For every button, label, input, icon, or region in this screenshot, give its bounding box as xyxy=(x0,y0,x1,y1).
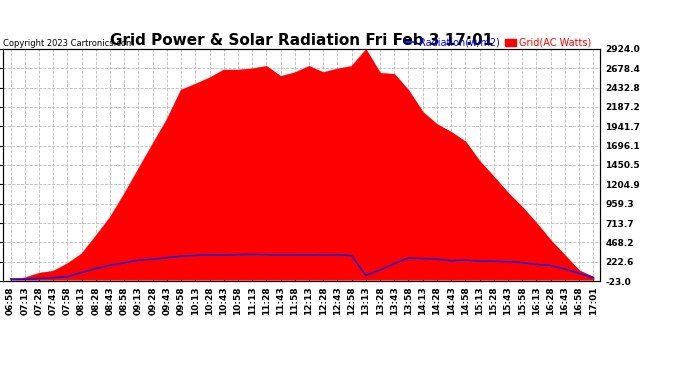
Legend: Radiation(w/m2), Grid(AC Watts): Radiation(w/m2), Grid(AC Watts) xyxy=(400,34,595,52)
Text: Copyright 2023 Cartronics.com: Copyright 2023 Cartronics.com xyxy=(3,39,135,48)
Title: Grid Power & Solar Radiation Fri Feb 3 17:01: Grid Power & Solar Radiation Fri Feb 3 1… xyxy=(110,33,493,48)
